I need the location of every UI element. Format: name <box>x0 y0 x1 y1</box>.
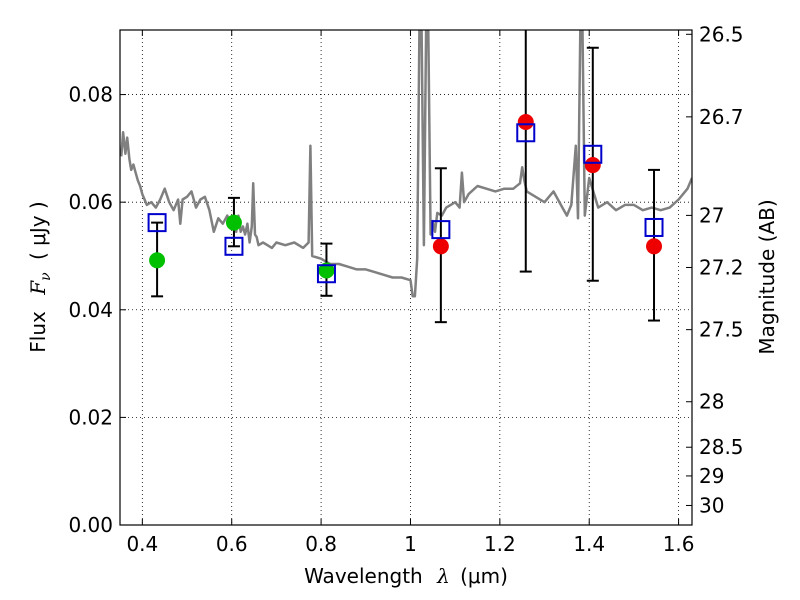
observed-point <box>432 238 449 255</box>
x-tick-label: 0.4 <box>126 532 158 556</box>
y-tick-label: 0.04 <box>68 298 113 322</box>
plot-frame <box>119 29 693 526</box>
model-photometry-point <box>583 144 603 164</box>
y-tick-label: 0.06 <box>68 190 113 214</box>
y2-tick-label: 30 <box>699 493 724 517</box>
model-photometry-point <box>431 220 451 240</box>
model-photometry-point <box>316 264 336 284</box>
y2-tick-labels: 26.5 26.7 27 27.2 27.5 28 28.5 29 30 <box>699 22 744 517</box>
y2-tick-label: 27.5 <box>699 318 744 342</box>
x-tick-labels: 0.4 0.6 0.8 1 1.2 1.4 1.6 <box>126 532 694 556</box>
model-photometry-point <box>644 217 664 237</box>
y-tick-label: 0.02 <box>68 405 113 429</box>
y2-tick-label: 26.5 <box>699 22 744 46</box>
model-photometry-point <box>147 213 167 233</box>
grid <box>120 30 692 526</box>
x-tick-label: 0.8 <box>305 532 337 556</box>
model-photometry-point <box>224 236 244 256</box>
observed-points <box>149 114 663 279</box>
observed-point <box>584 157 601 174</box>
x-tick-label: 1 <box>404 532 417 556</box>
observed-point <box>517 114 534 131</box>
x-axis-label: Wavelength λ (μm) <box>304 564 508 588</box>
y2-axis-label: Magnitude (AB) <box>755 199 779 354</box>
y-tick-label: 0.00 <box>68 513 113 537</box>
y-axis-label: Flux Fν ( μJy ) <box>26 201 55 352</box>
y2-tick-label: 26.7 <box>699 105 744 129</box>
y2-tick-label: 29 <box>699 464 724 488</box>
x-tick-label: 1.2 <box>484 532 516 556</box>
y2-tick-label: 27.2 <box>699 255 744 279</box>
model-spectrum <box>120 30 692 298</box>
model-photometry-point <box>516 123 536 143</box>
y2-tick-label: 27 <box>699 203 724 227</box>
observed-point <box>646 238 663 255</box>
axis-ticks <box>120 30 692 526</box>
x-tick-label: 1.6 <box>663 532 695 556</box>
y-tick-labels: 0.00 0.02 0.04 0.06 0.08 <box>68 83 113 537</box>
y2-tick-label: 28 <box>699 390 724 414</box>
y-tick-label: 0.08 <box>68 83 113 107</box>
x-tick-label: 1.4 <box>573 532 605 556</box>
model-photometry-points <box>147 123 664 284</box>
model-spectrum-line <box>120 30 692 298</box>
observed-point <box>225 214 242 231</box>
observed-point <box>149 252 166 269</box>
y2-tick-label: 28.5 <box>699 435 744 459</box>
x-tick-label: 0.6 <box>216 532 248 556</box>
